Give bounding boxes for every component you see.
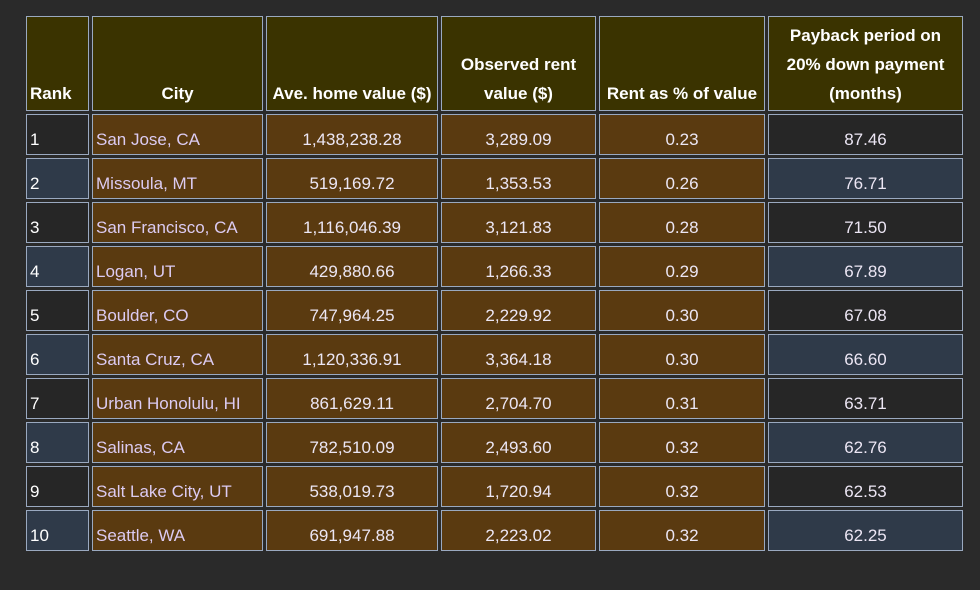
value-cell: 1,438,238.28 [266,114,438,155]
value-cell: 782,510.09 [266,422,438,463]
ranking-table: Rank City Ave. home value ($) Observed rent… [23,13,966,554]
value-cell: 76.71 [768,158,963,199]
table-header: Rank City Ave. home value ($) Observed rent… [26,16,963,111]
value-cell: 0.32 [599,466,765,507]
city-cell: San Jose, CA [92,114,263,155]
value-cell: 3,289.09 [441,114,596,155]
table-row: 3 San Francisco, CA 1,116,046.39 3,121.83 0.… [26,202,963,243]
table-body: 1 San Jose, CA 1,438,238.28 3,289.09 0.23 87.… [26,114,963,551]
city-cell: Santa Cruz, CA [92,334,263,375]
value-cell: 861,629.11 [266,378,438,419]
value-cell: 2,229.92 [441,290,596,331]
table-row: 9 Salt Lake City, UT 538,019.73 1,720.94 0.3… [26,466,963,507]
value-cell: 429,880.66 [266,246,438,287]
value-cell: 2,223.02 [441,510,596,551]
value-cell: 62.53 [768,466,963,507]
value-cell: 1,720.94 [441,466,596,507]
value-cell: 2,704.70 [441,378,596,419]
rank-cell: 2 [26,158,89,199]
city-cell: Boulder, CO [92,290,263,331]
value-cell: 63.71 [768,378,963,419]
table-row: 8 Salinas, CA 782,510.09 2,493.60 0.32 62.76 [26,422,963,463]
value-cell: 747,964.25 [266,290,438,331]
rank-cell: 10 [26,510,89,551]
value-cell: 0.28 [599,202,765,243]
city-cell: Seattle, WA [92,510,263,551]
header-cell: Rent as % of value [599,16,765,111]
value-cell: 67.08 [768,290,963,331]
value-cell: 519,169.72 [266,158,438,199]
value-cell: 691,947.88 [266,510,438,551]
table-row: 10 Seattle, WA 691,947.88 2,223.02 0.32 62.25 [26,510,963,551]
city-cell: Salinas, CA [92,422,263,463]
value-cell: 0.26 [599,158,765,199]
rank-cell: 7 [26,378,89,419]
value-cell: 3,121.83 [441,202,596,243]
table-row: 6 Santa Cruz, CA 1,120,336.91 3,364.18 0.30 6… [26,334,963,375]
header-cell: Payback period on 20% down payment (mont… [768,16,963,111]
value-cell: 1,266.33 [441,246,596,287]
city-cell: San Francisco, CA [92,202,263,243]
rank-cell: 1 [26,114,89,155]
value-cell: 2,493.60 [441,422,596,463]
rank-cell: 3 [26,202,89,243]
value-cell: 538,019.73 [266,466,438,507]
value-cell: 1,120,336.91 [266,334,438,375]
value-cell: 0.31 [599,378,765,419]
table-row: 5 Boulder, CO 747,964.25 2,229.92 0.30 67.08 [26,290,963,331]
value-cell: 62.76 [768,422,963,463]
city-cell: Missoula, MT [92,158,263,199]
header-cell: Rank [26,16,89,111]
value-cell: 62.25 [768,510,963,551]
header-cell: City [92,16,263,111]
value-cell: 0.30 [599,334,765,375]
value-cell: 0.32 [599,510,765,551]
value-cell: 1,353.53 [441,158,596,199]
rank-cell: 6 [26,334,89,375]
rank-cell: 9 [26,466,89,507]
value-cell: 0.30 [599,290,765,331]
value-cell: 0.32 [599,422,765,463]
table-row: 2 Missoula, MT 519,169.72 1,353.53 0.26 76.71 [26,158,963,199]
table-row: 1 San Jose, CA 1,438,238.28 3,289.09 0.23 87.… [26,114,963,155]
value-cell: 3,364.18 [441,334,596,375]
city-cell: Salt Lake City, UT [92,466,263,507]
city-cell: Logan, UT [92,246,263,287]
city-cell: Urban Honolulu, HI [92,378,263,419]
value-cell: 66.60 [768,334,963,375]
value-cell: 87.46 [768,114,963,155]
table-row: 4 Logan, UT 429,880.66 1,266.33 0.29 67.89 [26,246,963,287]
header-row: Rank City Ave. home value ($) Observed rent… [26,16,963,111]
header-cell: Ave. home value ($) [266,16,438,111]
value-cell: 67.89 [768,246,963,287]
header-cell: Observed rent value ($) [441,16,596,111]
rank-cell: 4 [26,246,89,287]
rank-cell: 5 [26,290,89,331]
value-cell: 71.50 [768,202,963,243]
value-cell: 1,116,046.39 [266,202,438,243]
table-row: 7 Urban Honolulu, HI 861,629.11 2,704.70 0.3… [26,378,963,419]
value-cell: 0.23 [599,114,765,155]
rank-cell: 8 [26,422,89,463]
value-cell: 0.29 [599,246,765,287]
